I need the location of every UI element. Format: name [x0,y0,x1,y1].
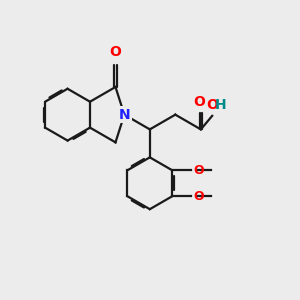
Text: O: O [193,164,203,177]
Text: O: O [193,190,203,203]
Text: N: N [118,108,130,122]
Text: O: O [110,45,122,59]
Text: H: H [215,98,227,112]
Text: O: O [194,95,205,109]
Text: O: O [206,98,218,112]
